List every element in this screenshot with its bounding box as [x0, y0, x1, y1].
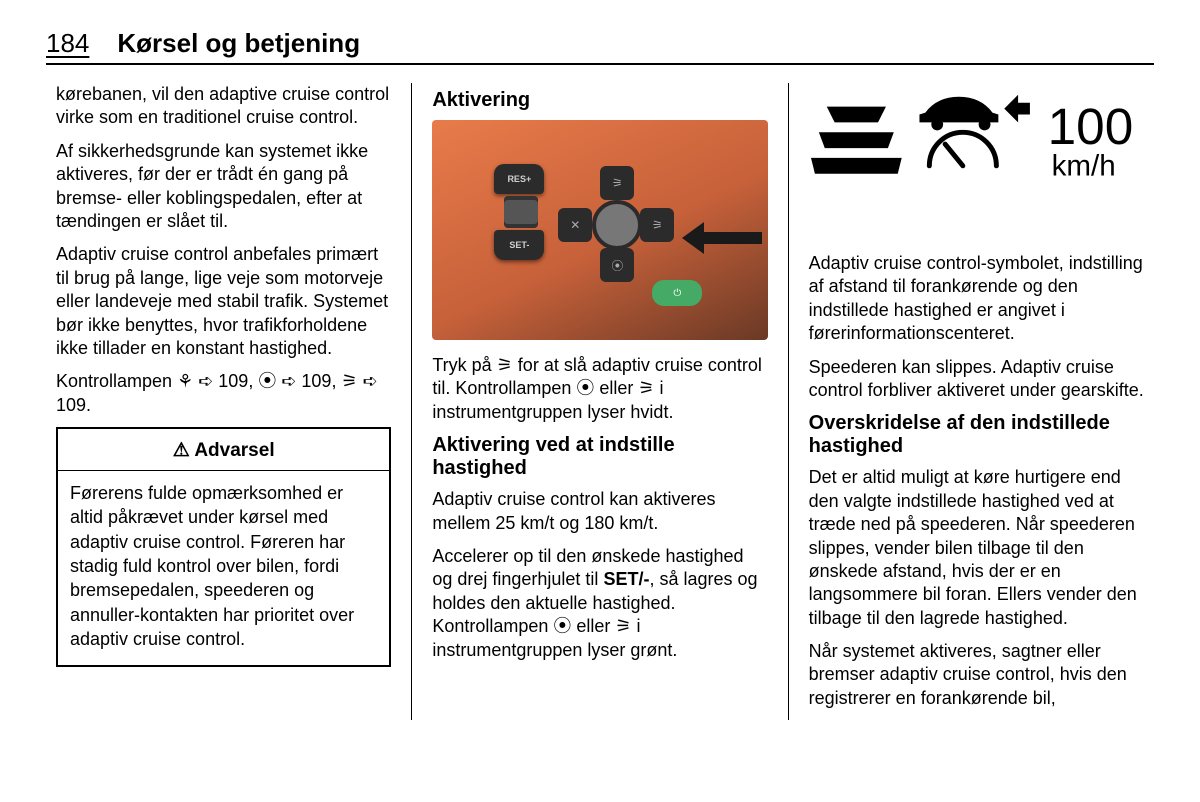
col3-para1: Adaptiv cruise control-symbolet, indstil…	[809, 252, 1144, 346]
column-1: kørebanen, vil den adaptive cruise contr…	[46, 83, 401, 720]
page-header: 184 Kørsel og betjening	[46, 28, 1154, 65]
col3-para4: Når systemet aktiveres, sagtner eller br…	[809, 640, 1144, 710]
pointer-arrow-head	[682, 222, 704, 254]
col1-para1: kørebanen, vil den adaptive cruise contr…	[56, 83, 391, 130]
dpad-up: ⚞	[600, 166, 634, 200]
car-speed-icon	[919, 95, 1029, 166]
heading-aktivering: Aktivering	[432, 89, 767, 112]
column-3: 100 km/h Adaptiv cruise control-symbolet…	[799, 83, 1154, 720]
col2-para-aktivering: Tryk på ⚞ for at slå adaptiv cruise cont…	[432, 354, 767, 424]
dpad-down: ⦿	[600, 248, 634, 282]
col2-h2-bold: SET/-	[603, 569, 649, 589]
heading-hastighed: Aktivering ved at indstille hastighed	[432, 434, 767, 480]
column-separator-1	[411, 83, 412, 720]
dpad-right: ⚞	[640, 208, 674, 242]
pointer-arrow-stem	[702, 232, 762, 244]
steering-wheel-controls-image: RES+ SET- ⚞ ⦿ ✕ ⚞ ⏻	[432, 120, 767, 340]
col2-para-h2: Accelerer op til den ønskede hastighed o…	[432, 545, 767, 662]
content-columns: kørebanen, vil den adaptive cruise contr…	[46, 83, 1154, 720]
res-plus-button: RES+	[494, 164, 544, 194]
col3-para2: Speederen kan slippes. Adaptiv cruise co…	[809, 356, 1144, 403]
dpad-left: ✕	[558, 208, 592, 242]
display-speed-value: 100	[1047, 98, 1133, 155]
power-button: ⏻	[652, 280, 702, 306]
page-number: 184	[46, 28, 89, 59]
warning-heading: ⚠ Advarsel	[58, 429, 389, 471]
control-cluster: RES+ SET- ⚞ ⦿ ✕ ⚞ ⏻	[502, 170, 687, 290]
col1-para2: Af sikkerhedsgrunde kan systemet ikke ak…	[56, 140, 391, 234]
display-speed-unit: km/h	[1051, 150, 1115, 183]
warning-body: Førerens fulde opmærksomhed er altid påk…	[58, 471, 389, 665]
column-separator-2	[788, 83, 789, 720]
warning-box: ⚠ Advarsel Førerens fulde opmærksomhed e…	[56, 427, 391, 667]
driver-display-illustration: 100 km/h	[809, 83, 1144, 223]
lane-bars-icon	[811, 107, 902, 174]
dpad: ⚞ ⦿ ✕ ⚞	[562, 170, 672, 280]
col1-para3: Adaptiv cruise control anbefales primært…	[56, 243, 391, 360]
column-2: Aktivering RES+ SET- ⚞ ⦿ ✕ ⚞ ⏻ Tryk på ⚞…	[422, 83, 777, 720]
heading-overskridelse: Overskridelse af den indstillede hastigh…	[809, 412, 1144, 458]
chapter-title: Kørsel og betjening	[117, 28, 360, 59]
col3-para3: Det er altid muligt at køre hurtigere en…	[809, 466, 1144, 630]
col1-para4: Kontrollampen ⚘ ➪ 109, ⦿ ➪ 109, ⚞ ➪ 109.	[56, 370, 391, 417]
thumbwheel	[504, 196, 538, 228]
set-minus-button: SET-	[494, 230, 544, 260]
col2-para-h1: Adaptiv cruise control kan aktiveres mel…	[432, 488, 767, 535]
dpad-center	[592, 200, 642, 250]
